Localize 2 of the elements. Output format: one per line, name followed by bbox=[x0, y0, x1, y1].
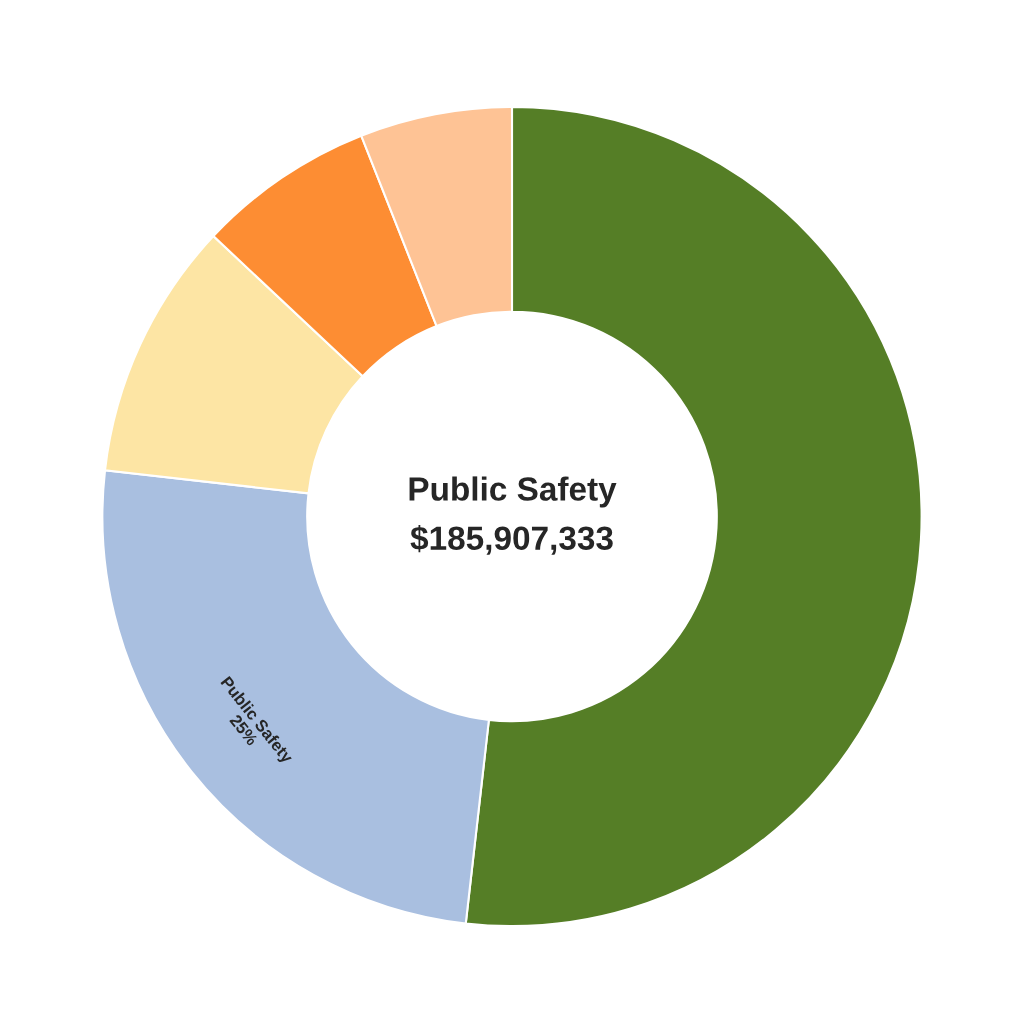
text: Public Safety bbox=[409, 476, 617, 508]
text: $185,907,333 bbox=[410, 524, 613, 555]
